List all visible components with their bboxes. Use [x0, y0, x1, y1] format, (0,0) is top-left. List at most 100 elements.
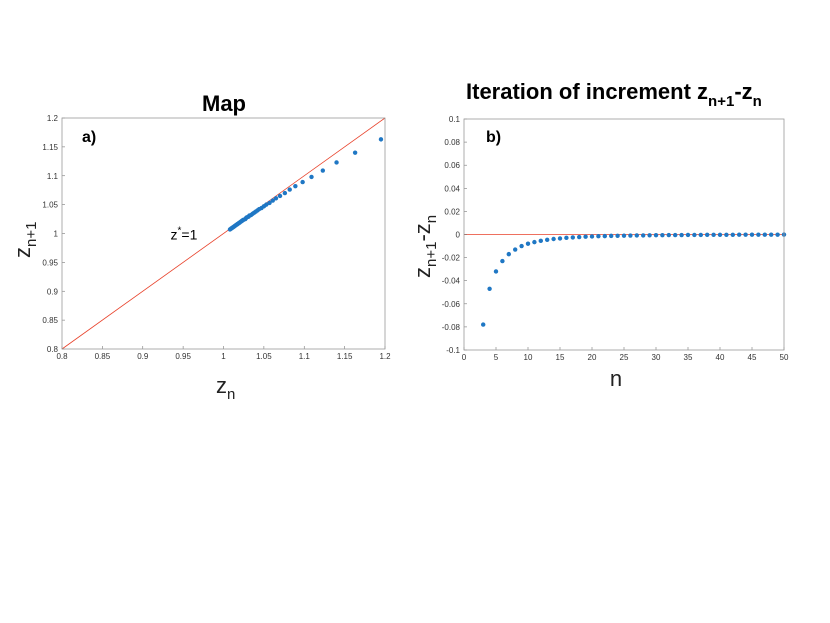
data-point — [487, 286, 492, 291]
data-point — [698, 232, 703, 238]
y-tick-label: 1.1 — [47, 172, 59, 181]
data-point — [481, 322, 486, 327]
data-point — [538, 238, 543, 244]
data-point — [692, 232, 697, 238]
data-point — [334, 160, 339, 165]
ylabel-main1: z — [410, 267, 435, 278]
data-point — [596, 234, 601, 239]
data-point — [653, 232, 659, 238]
x-tick-label: 1.1 — [299, 352, 311, 361]
map-points — [227, 137, 384, 232]
y-tick-label: 1 — [54, 230, 59, 239]
data-point — [519, 243, 524, 249]
data-point — [615, 233, 620, 238]
annotation-suffix: =1 — [181, 227, 197, 243]
data-point — [352, 150, 358, 155]
data-point — [762, 232, 767, 237]
chart-increment: Iteration of increment zn+1-zn 0 5 10 15 20 2… — [410, 79, 789, 391]
title-sub2: n — [753, 93, 762, 110]
data-point — [551, 236, 556, 242]
panel-label-a: a) — [82, 129, 96, 146]
y-tick-label: 0.08 — [444, 138, 460, 147]
y-tick-label: 1.05 — [42, 201, 58, 210]
x-tick-label: 10 — [524, 353, 533, 362]
data-point — [570, 235, 575, 240]
y-axis-label-map: zn+1 — [10, 222, 40, 258]
data-point — [647, 233, 652, 238]
x-tick-label: 25 — [620, 353, 629, 362]
data-point — [557, 236, 563, 241]
data-point — [743, 232, 748, 237]
y-tick-label: 0.06 — [444, 161, 460, 170]
data-point — [270, 198, 275, 203]
data-point — [634, 233, 639, 238]
data-point — [378, 137, 384, 142]
data-point — [493, 269, 499, 274]
data-point — [602, 233, 607, 239]
annotation-base: z — [171, 227, 178, 243]
x-tick-label: 0.8 — [56, 352, 68, 361]
y-tick-label: 1.15 — [42, 143, 58, 152]
data-point — [628, 233, 633, 238]
y-tick-label: -0.06 — [442, 300, 461, 309]
x-tick-label: 1.05 — [256, 352, 272, 361]
data-point — [685, 232, 691, 238]
panel-label-b: b) — [486, 129, 501, 146]
x-ticks-increment: 0 5 10 15 20 25 30 35 40 45 50 — [462, 347, 789, 362]
data-point — [227, 227, 233, 232]
title-main: Iteration of increment z — [466, 79, 708, 104]
chart-title-increment: Iteration of increment zn+1-zn — [466, 79, 762, 110]
data-point — [749, 232, 755, 237]
data-point — [287, 187, 292, 192]
data-point — [666, 232, 671, 238]
x-label-main: z — [216, 373, 227, 398]
x-tick-label: 30 — [652, 353, 661, 362]
title-mid: -z — [734, 79, 752, 104]
data-point — [277, 193, 283, 199]
y-tick-label: 0.1 — [449, 115, 461, 124]
data-point — [583, 234, 588, 239]
x-tick-label: 1.15 — [337, 352, 353, 361]
y-tick-label: -0.1 — [446, 346, 460, 355]
y-tick-label: 0.04 — [444, 184, 460, 193]
increment-points — [481, 232, 787, 327]
y-tick-label: -0.08 — [442, 323, 461, 332]
ylabel-sub1: n+1 — [423, 242, 440, 267]
data-point — [717, 232, 723, 238]
data-point — [320, 168, 326, 173]
x-ticks-map: 0.8 0.85 0.9 0.95 1 1.05 1.1 1.15 1.2 — [56, 346, 391, 361]
x-tick-label: 1 — [221, 352, 226, 361]
x-tick-label: 0 — [462, 353, 467, 362]
data-point — [589, 234, 595, 239]
data-point — [545, 237, 550, 243]
y-ticks-map: 0.8 0.85 0.9 0.95 1 1.05 1.1 1.15 1.2 — [42, 114, 65, 354]
data-point — [724, 232, 729, 238]
x-tick-label: 45 — [748, 353, 757, 362]
data-point — [267, 200, 272, 206]
data-point — [775, 232, 780, 237]
ylabel-mid: -z — [410, 223, 435, 241]
y-tick-label: 0.02 — [444, 207, 460, 216]
data-point — [309, 174, 314, 180]
data-point — [500, 258, 505, 264]
data-point — [660, 232, 665, 238]
data-point — [679, 232, 684, 238]
data-point — [532, 239, 537, 245]
y-tick-label: 0 — [456, 231, 461, 240]
x-tick-label: 5 — [494, 353, 499, 362]
data-point — [300, 179, 305, 185]
ylabel-sub2: n — [423, 215, 440, 223]
x-tick-label: 15 — [556, 353, 565, 362]
fixed-point-annotation: z*=1 — [171, 226, 198, 243]
data-point — [641, 233, 646, 238]
y-tick-label: 1.2 — [47, 114, 59, 123]
y-tick-label: -0.04 — [442, 277, 461, 286]
axes-frame-map — [61, 117, 386, 350]
data-point — [525, 241, 531, 246]
data-point — [711, 232, 716, 238]
x-axis-label-map: zn — [216, 373, 235, 403]
data-point — [673, 232, 678, 238]
y-ticks-increment: -0.1 -0.08 -0.06 -0.04 -0.02 0 0.02 0.04 0.06 0.0… — [442, 115, 467, 355]
y-label-main: z — [10, 247, 35, 258]
